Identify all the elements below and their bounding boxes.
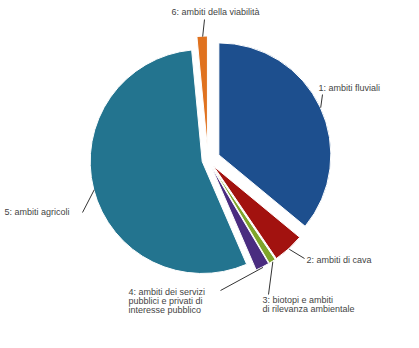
svg-text:5: ambiti agricoli: 5: ambiti agricoli [5,207,70,217]
svg-text:1: ambiti fluviali: 1: ambiti fluviali [319,83,381,93]
svg-text:2: ambiti di cava: 2: ambiti di cava [307,255,372,265]
svg-text:4: ambiti dei servizipubblici: 4: ambiti dei servizipubblici e privati … [129,287,206,315]
svg-text:6: ambiti della viabilità: 6: ambiti della viabilità [171,7,259,17]
svg-text:3: biotopi e ambitidi rilevanz: 3: biotopi e ambitidi rilevanza ambienta… [263,295,355,314]
